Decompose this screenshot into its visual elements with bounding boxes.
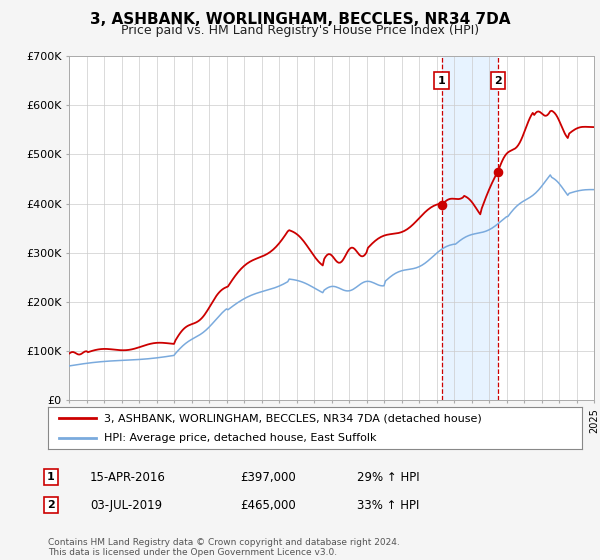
Text: 3, ASHBANK, WORLINGHAM, BECCLES, NR34 7DA (detached house): 3, ASHBANK, WORLINGHAM, BECCLES, NR34 7D… bbox=[104, 413, 482, 423]
Text: 33% ↑ HPI: 33% ↑ HPI bbox=[357, 498, 419, 512]
Text: 1: 1 bbox=[437, 76, 445, 86]
Text: 2: 2 bbox=[494, 76, 502, 86]
Text: Price paid vs. HM Land Registry's House Price Index (HPI): Price paid vs. HM Land Registry's House … bbox=[121, 24, 479, 37]
Point bbox=[493, 167, 503, 176]
Text: £465,000: £465,000 bbox=[240, 498, 296, 512]
Text: 29% ↑ HPI: 29% ↑ HPI bbox=[357, 470, 419, 484]
Text: HPI: Average price, detached house, East Suffolk: HPI: Average price, detached house, East… bbox=[104, 433, 377, 443]
Text: 03-JUL-2019: 03-JUL-2019 bbox=[90, 498, 162, 512]
Point bbox=[437, 200, 446, 209]
Text: 3, ASHBANK, WORLINGHAM, BECCLES, NR34 7DA: 3, ASHBANK, WORLINGHAM, BECCLES, NR34 7D… bbox=[90, 12, 510, 27]
Text: 1: 1 bbox=[47, 472, 55, 482]
Text: 2: 2 bbox=[47, 500, 55, 510]
Text: 15-APR-2016: 15-APR-2016 bbox=[90, 470, 166, 484]
Text: Contains HM Land Registry data © Crown copyright and database right 2024.
This d: Contains HM Land Registry data © Crown c… bbox=[48, 538, 400, 557]
Bar bbox=[442, 56, 498, 400]
Text: £397,000: £397,000 bbox=[240, 470, 296, 484]
